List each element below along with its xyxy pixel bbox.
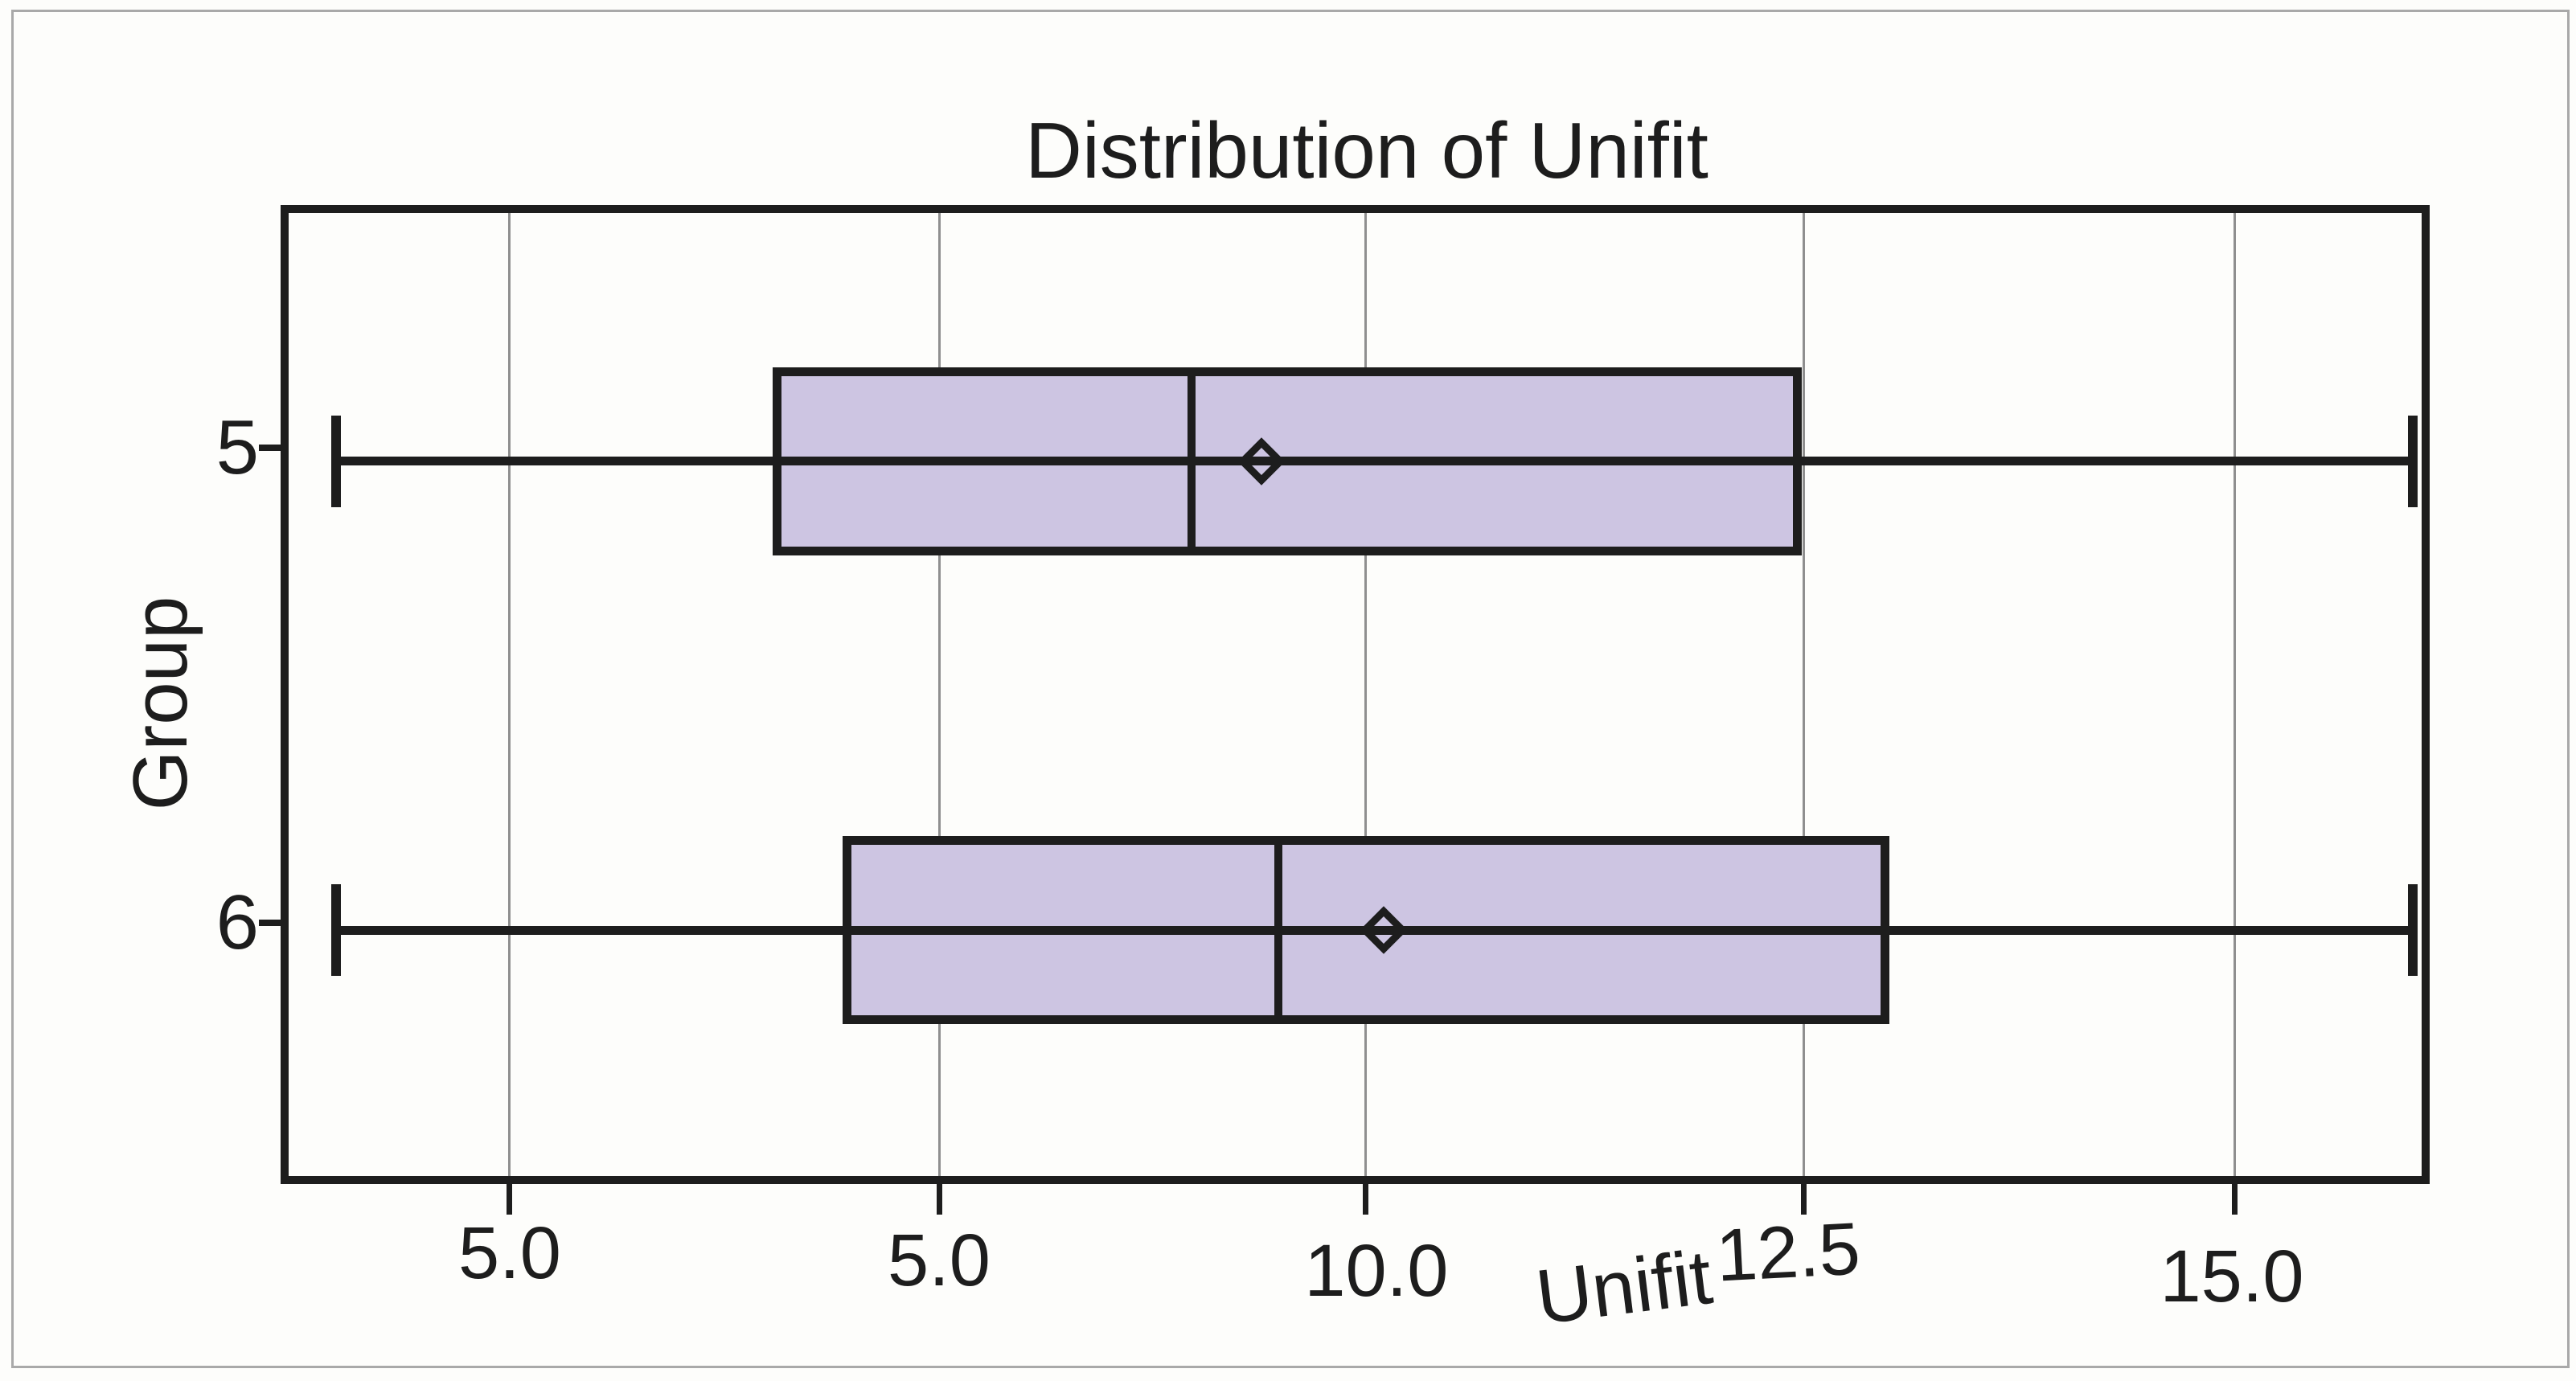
y-tick-label: 6 <box>215 879 259 966</box>
whisker-line-group-5 <box>336 457 2414 466</box>
gridline <box>508 207 511 1177</box>
whisker-cap-low-group-6 <box>331 884 342 977</box>
x-axis-tick <box>1801 1184 1807 1215</box>
whisker-cap-high-group-5 <box>2408 415 2418 507</box>
x-tick-label: 10.0 <box>1304 1230 1449 1312</box>
y-axis-label: Group <box>117 596 203 811</box>
gridline <box>2233 207 2236 1177</box>
median-line-group-5 <box>1187 367 1196 555</box>
y-tick-label: 5 <box>215 404 259 490</box>
x-axis-label: Unifit <box>1531 1234 1717 1341</box>
gridline <box>937 207 941 1177</box>
x-axis-tick <box>507 1184 513 1215</box>
x-tick-label: 15.0 <box>2160 1236 2304 1317</box>
plot-frame <box>281 205 2430 1184</box>
chart-title: Distribution of Unifit <box>1025 106 1708 195</box>
y-axis-tick <box>259 444 281 451</box>
x-axis-tick <box>1363 1184 1369 1215</box>
x-tick-label: 12.5 <box>1713 1207 1862 1297</box>
y-axis-tick <box>259 920 281 927</box>
gridline <box>1803 207 1806 1177</box>
whisker-line-group-6 <box>336 925 2414 935</box>
x-axis-tick <box>2231 1184 2238 1215</box>
x-tick-label: 5.0 <box>457 1212 561 1294</box>
x-axis-tick <box>936 1184 942 1215</box>
whisker-cap-low-group-5 <box>331 415 342 507</box>
x-tick-label: 5.0 <box>888 1219 991 1301</box>
whisker-cap-high-group-6 <box>2408 884 2418 977</box>
gridline <box>1364 207 1368 1177</box>
median-line-group-6 <box>1274 836 1283 1025</box>
